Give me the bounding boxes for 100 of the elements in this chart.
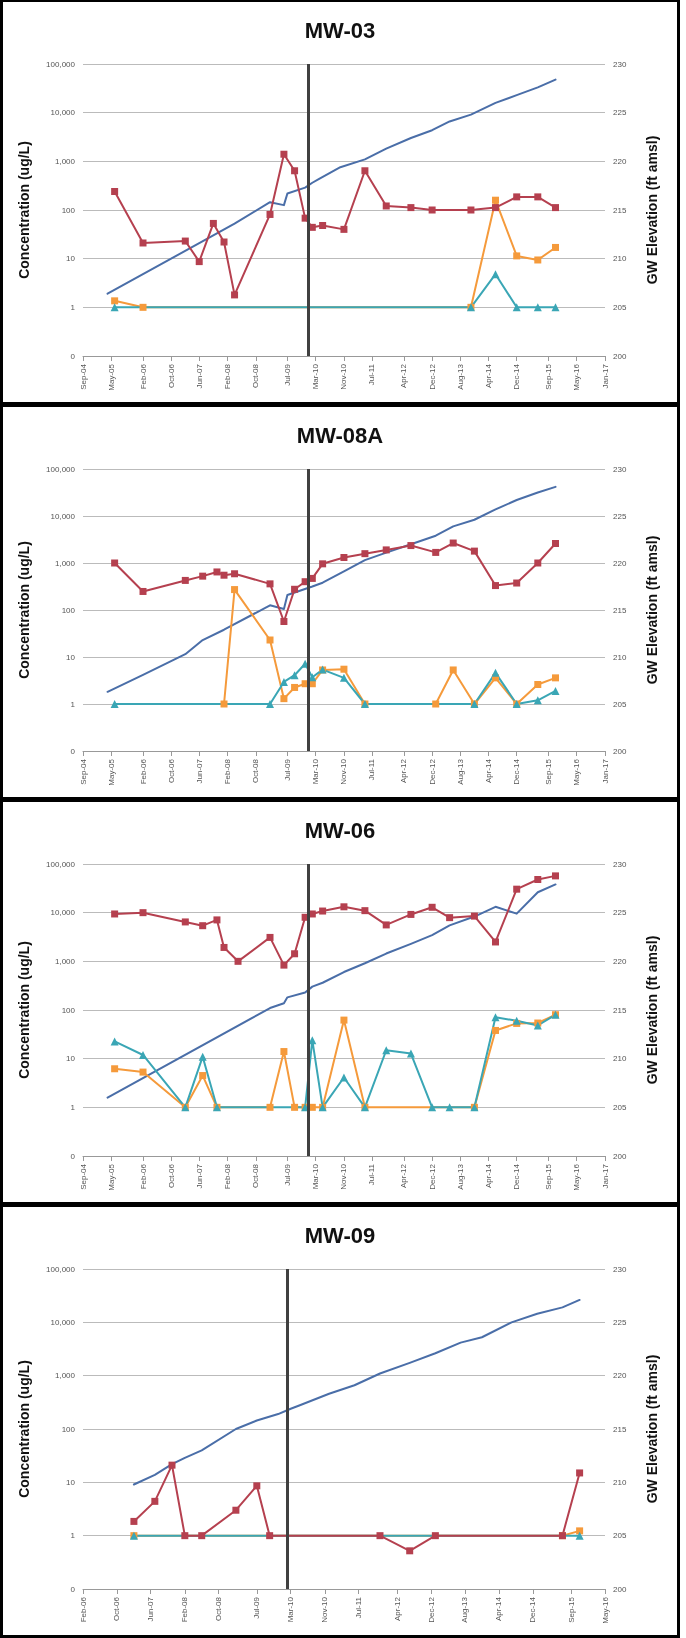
x-tick-label: Apr-12 bbox=[399, 758, 409, 784]
chart-title: MW-09 bbox=[304, 1222, 376, 1248]
x-tick-label: Jun-07 bbox=[194, 363, 204, 389]
x-tick-label: Sep-15 bbox=[543, 758, 553, 785]
y-tick-label: 100 bbox=[61, 605, 76, 615]
x-tick-label: Jul-11 bbox=[367, 1163, 377, 1186]
y2-tick-label: 205 bbox=[613, 1102, 627, 1112]
x-tick-label: Nov-10 bbox=[320, 1596, 330, 1623]
y-tick-label: 1 bbox=[70, 1102, 76, 1112]
x-tick-label: Mar-10 bbox=[286, 1596, 296, 1623]
x-tick-label: Apr-12 bbox=[399, 1163, 409, 1189]
y-tick-label: 0 bbox=[70, 351, 76, 361]
x-tick-label: Feb-08 bbox=[223, 1163, 233, 1190]
x-tick-label: Dec-14 bbox=[512, 1163, 522, 1190]
y2-tick-label: 230 bbox=[613, 464, 627, 474]
x-tick-label: May-16 bbox=[572, 363, 582, 391]
x-tick-label: Jul-09 bbox=[282, 363, 292, 386]
y-tick-label: 0 bbox=[70, 746, 76, 756]
y2-tick-label: 210 bbox=[613, 652, 627, 662]
y-tick-label: 100,000 bbox=[46, 464, 76, 474]
y-axis-title: Concentration (ug/L) bbox=[16, 141, 32, 279]
x-tick-label: Nov-10 bbox=[339, 363, 349, 390]
y2-axis-title: GW Elevation (ft amsl) bbox=[644, 135, 660, 285]
x-tick-label: Nov-10 bbox=[339, 1163, 349, 1190]
x-tick-label: Sep-04 bbox=[78, 1163, 88, 1190]
x-tick-label: Apr-14 bbox=[494, 1596, 504, 1622]
x-tick-label: Aug-13 bbox=[455, 1163, 465, 1190]
y2-tick-label: 200 bbox=[613, 746, 627, 756]
y-axis-title: Concentration (ug/L) bbox=[16, 941, 32, 1079]
x-tick-label: Aug-13 bbox=[455, 363, 465, 390]
y2-tick-label: 210 bbox=[613, 1477, 627, 1487]
y-tick-label: 100 bbox=[61, 205, 76, 215]
y2-tick-label: 220 bbox=[613, 156, 627, 166]
x-tick-label: Jan-17 bbox=[600, 363, 610, 389]
y2-tick-label: 205 bbox=[613, 1531, 627, 1541]
x-tick-label: Jun-07 bbox=[194, 1163, 204, 1189]
x-tick-label: May-16 bbox=[572, 1163, 582, 1191]
x-tick-label: Aug-13 bbox=[460, 1596, 470, 1623]
y-tick-label: 1,000 bbox=[54, 558, 76, 568]
x-tick-label: Feb-08 bbox=[223, 363, 233, 390]
y2-tick-label: 220 bbox=[613, 558, 627, 568]
y2-tick-label: 200 bbox=[613, 1151, 627, 1161]
y-tick-label: 0 bbox=[70, 1584, 76, 1594]
x-tick-label: Jun-07 bbox=[194, 758, 204, 784]
x-tick-label: Dec-12 bbox=[426, 1596, 436, 1623]
x-tick-label: Jul-11 bbox=[367, 758, 377, 781]
x-tick-label: Apr-14 bbox=[483, 758, 493, 784]
x-tick-label: Nov-10 bbox=[339, 758, 349, 785]
x-tick-label: Sep-15 bbox=[543, 363, 553, 390]
x-tick-label: Jul-09 bbox=[252, 1596, 262, 1619]
y-tick-label: 10 bbox=[66, 652, 76, 662]
x-tick-label: May-05 bbox=[106, 758, 116, 786]
y-tick-label: 0 bbox=[70, 1151, 76, 1161]
x-tick-label: Feb-08 bbox=[223, 758, 233, 785]
y2-axis-title: GW Elevation (ft amsl) bbox=[644, 535, 660, 685]
x-tick-label: Oct-06 bbox=[166, 758, 176, 784]
y-tick-label: 1,000 bbox=[54, 156, 76, 166]
y-axis-title: Concentration (ug/L) bbox=[16, 541, 32, 679]
y2-tick-label: 230 bbox=[613, 859, 627, 869]
y-tick-label: 100 bbox=[61, 1005, 76, 1015]
x-tick-label: Apr-12 bbox=[399, 363, 409, 389]
x-tick-label: Jul-11 bbox=[367, 363, 377, 386]
y2-tick-label: 225 bbox=[613, 108, 627, 118]
x-tick-label: Oct-08 bbox=[251, 1163, 261, 1189]
x-tick-label: Jan-17 bbox=[600, 758, 610, 784]
x-tick-label: Jun-07 bbox=[146, 1596, 156, 1622]
y-tick-label: 1,000 bbox=[54, 1371, 76, 1381]
y-tick-label: 10 bbox=[66, 1477, 76, 1487]
x-tick-label: Dec-12 bbox=[427, 758, 437, 785]
x-tick-label: May-05 bbox=[106, 363, 116, 391]
y-tick-label: 10,000 bbox=[50, 1317, 76, 1327]
x-tick-label: Feb-06 bbox=[138, 758, 148, 785]
y-tick-label: 1 bbox=[70, 302, 76, 312]
x-tick-label: Feb-06 bbox=[138, 1163, 148, 1190]
x-tick-label: Dec-14 bbox=[528, 1596, 538, 1623]
x-tick-label: Oct-06 bbox=[166, 363, 176, 389]
x-tick-label: Feb-08 bbox=[180, 1596, 190, 1623]
y2-tick-label: 225 bbox=[613, 511, 627, 521]
y2-axis-title: GW Elevation (ft amsl) bbox=[644, 1354, 660, 1504]
y2-tick-label: 205 bbox=[613, 699, 627, 709]
y-tick-label: 10,000 bbox=[50, 511, 76, 521]
y2-tick-label: 215 bbox=[613, 1005, 627, 1015]
x-tick-label: Sep-04 bbox=[78, 758, 88, 785]
y2-tick-label: 225 bbox=[613, 1317, 627, 1327]
x-tick-label: Sep-15 bbox=[543, 1163, 553, 1190]
y2-tick-label: 200 bbox=[613, 1584, 627, 1594]
y-tick-label: 10 bbox=[66, 1054, 76, 1064]
y-tick-label: 10,000 bbox=[50, 908, 76, 918]
x-tick-label: Mar-10 bbox=[311, 1163, 321, 1190]
y2-tick-label: 215 bbox=[613, 605, 627, 615]
x-tick-label: Mar-10 bbox=[311, 758, 321, 785]
y-tick-label: 100 bbox=[61, 1424, 76, 1434]
x-tick-label: Jul-09 bbox=[282, 1163, 292, 1186]
x-tick-label: Oct-08 bbox=[251, 758, 261, 784]
y-tick-label: 100,000 bbox=[46, 1264, 76, 1274]
y2-tick-label: 215 bbox=[613, 1424, 627, 1434]
y2-axis-title: GW Elevation (ft amsl) bbox=[644, 935, 660, 1085]
y-tick-label: 1 bbox=[70, 1531, 76, 1541]
x-tick-label: Apr-14 bbox=[483, 363, 493, 389]
x-tick-label: Dec-12 bbox=[427, 1163, 437, 1190]
